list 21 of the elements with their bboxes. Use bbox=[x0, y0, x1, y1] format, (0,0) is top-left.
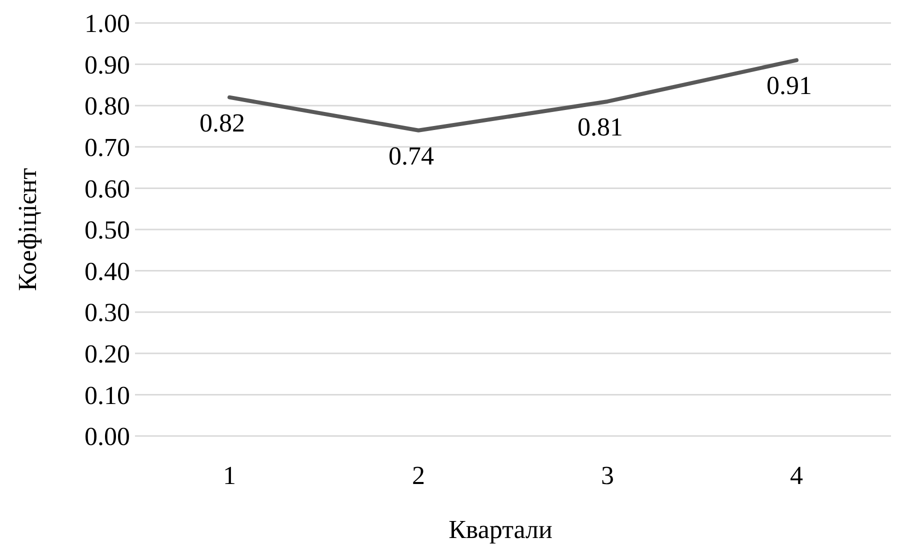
x-axis-title: Квартали bbox=[448, 515, 552, 544]
y-tick-label: 0.00 bbox=[84, 422, 130, 452]
y-tick-label: 0.30 bbox=[84, 298, 130, 328]
y-tick-label: 0.60 bbox=[84, 174, 130, 204]
data-label: 0.81 bbox=[578, 112, 623, 142]
y-tick-label: 0.20 bbox=[84, 340, 130, 368]
y-tick-label: 0.50 bbox=[84, 216, 130, 245]
y-tick-label: 0.70 bbox=[84, 133, 130, 162]
x-tick-label: 4 bbox=[790, 461, 803, 490]
y-axis-title: Коефіцієнт bbox=[13, 168, 42, 291]
x-tick-label: 1 bbox=[223, 461, 236, 490]
y-tick-label: 0.40 bbox=[84, 256, 130, 286]
x-tick-label: 2 bbox=[412, 461, 425, 490]
y-tick-label: 0.80 bbox=[84, 92, 130, 121]
data-label: 0.82 bbox=[200, 108, 245, 138]
x-tick-label: 3 bbox=[601, 461, 614, 490]
data-label: 0.74 bbox=[388, 141, 434, 170]
y-tick-label: 0.90 bbox=[84, 50, 130, 80]
y-tick-label: 1.00 bbox=[84, 9, 130, 38]
y-tick-label: 0.10 bbox=[84, 380, 130, 410]
data-label: 0.91 bbox=[766, 71, 812, 100]
